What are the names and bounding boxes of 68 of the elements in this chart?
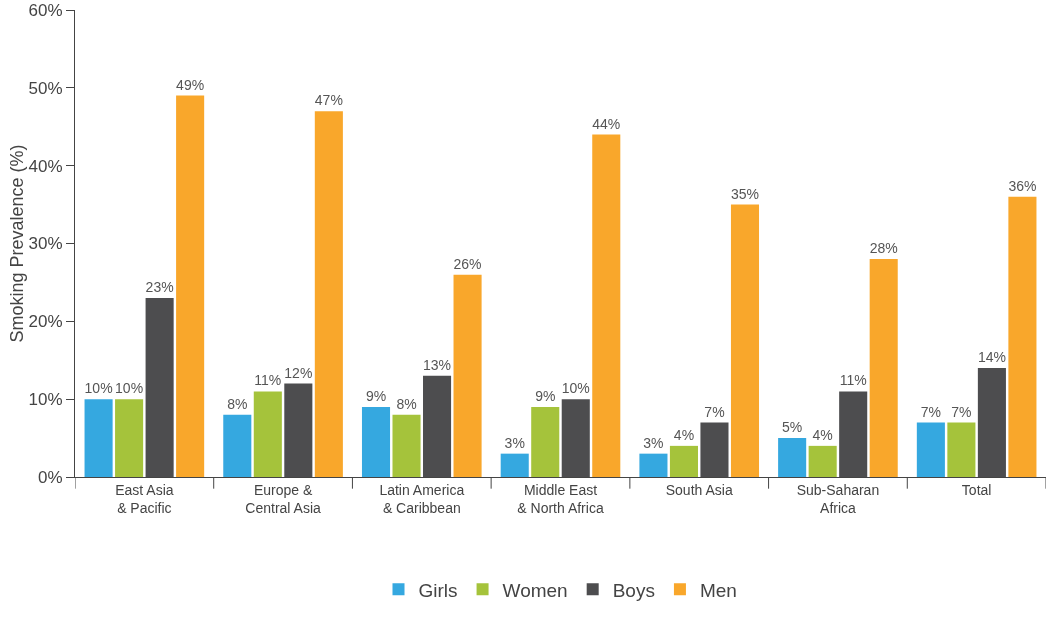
data-label: 4% [673, 426, 695, 443]
bar [314, 111, 343, 477]
bar [176, 95, 205, 477]
x-tick-label: Europe & Central Asia [245, 481, 322, 516]
bar [223, 414, 252, 477]
data-label: 28% [869, 240, 898, 257]
x-tick-label: Sub-Saharan Africa [796, 481, 880, 516]
bar [392, 414, 421, 477]
data-label: 4% [812, 426, 833, 443]
legend-label: Women [502, 579, 568, 601]
bar [808, 445, 837, 477]
data-label: 11% [839, 372, 867, 389]
data-label: 26% [453, 255, 482, 272]
data-label: 7% [920, 403, 941, 420]
data-label: 9% [365, 387, 387, 404]
data-label: 36% [1008, 177, 1037, 194]
x-tick-label: South Asia [665, 481, 733, 498]
data-label: 3% [504, 434, 525, 451]
data-label: 10% [84, 380, 113, 397]
data-label: 12% [284, 364, 313, 381]
y-axis-title: Smoking Prevalence (%) [6, 144, 27, 343]
bar [500, 453, 529, 477]
legend-label: Boys [612, 579, 655, 601]
data-label: 47% [314, 92, 343, 109]
data-label: 13% [423, 356, 452, 373]
bar [115, 399, 144, 477]
bar [453, 274, 482, 477]
y-tick-label: 20% [28, 312, 63, 332]
bar [869, 259, 898, 477]
data-label: 7% [951, 403, 972, 420]
data-label: 44% [592, 115, 621, 132]
y-tick-label: 40% [28, 156, 63, 176]
bar [84, 399, 113, 477]
data-label: 23% [145, 278, 174, 295]
data-label: 35% [730, 185, 760, 202]
bar [639, 453, 668, 477]
bar [947, 422, 976, 477]
data-label: 8% [227, 395, 248, 412]
y-tick-label: 10% [28, 390, 63, 410]
data-label: 10% [561, 380, 590, 397]
data-label: 10% [115, 380, 144, 397]
bar [361, 406, 391, 477]
x-tick-label: East Asia & Pacific [115, 481, 174, 516]
bar [253, 391, 282, 477]
y-tick-label: 30% [28, 234, 63, 254]
x-tick-label: Middle East & North Africa [517, 481, 604, 516]
data-label: 11% [254, 372, 282, 389]
bar [669, 445, 698, 477]
bar [1008, 196, 1037, 477]
data-label: 7% [704, 403, 725, 420]
bar [916, 422, 945, 477]
bar [592, 134, 621, 477]
bar [778, 438, 807, 477]
data-label: 9% [535, 387, 556, 404]
data-label: 49% [176, 76, 205, 93]
bar [531, 406, 560, 477]
y-tick-label: 60% [28, 0, 63, 20]
x-tick-label: Latin America & Caribbean [379, 481, 465, 516]
data-label: 8% [396, 395, 417, 412]
bar [730, 204, 760, 477]
data-label: 5% [782, 419, 803, 436]
y-tick-label: 0% [38, 467, 63, 487]
legend-label: Men [699, 579, 737, 601]
y-tick-label: 50% [28, 78, 63, 98]
x-tick-label: Total [961, 481, 992, 498]
data-label: 14% [977, 349, 1006, 366]
legend-label: Girls [418, 579, 458, 601]
data-label: 3% [643, 434, 664, 451]
